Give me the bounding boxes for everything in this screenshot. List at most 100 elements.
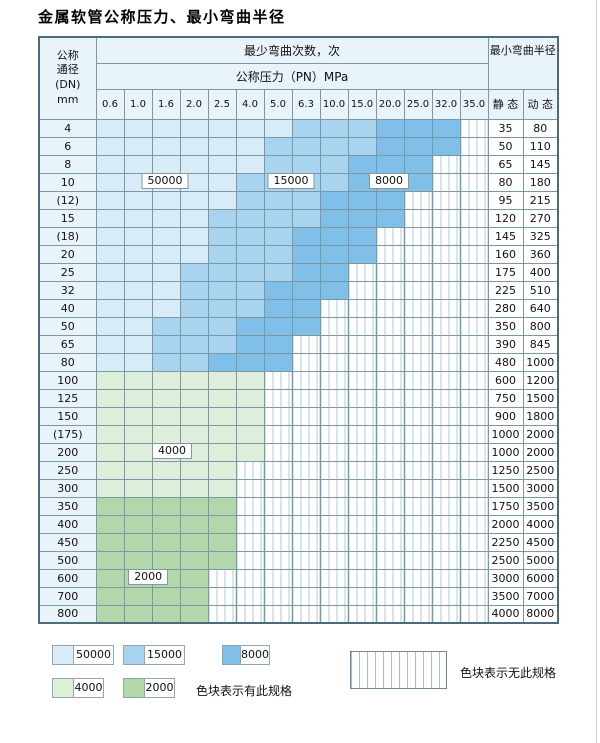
- no-spec-cell: [431, 550, 461, 570]
- no-spec-cell: [403, 262, 433, 282]
- legend-color-swatch: [124, 646, 145, 664]
- static-radius-cell: 2250: [487, 532, 524, 552]
- no-spec-cell: [431, 244, 461, 264]
- cycle-cell: [319, 118, 349, 138]
- no-spec-cell: [347, 568, 377, 588]
- dn-cell: 10: [38, 172, 97, 192]
- static-radius-cell: 2000: [487, 514, 524, 534]
- dn-cell: 20: [38, 244, 97, 264]
- static-col-header: 静 态: [487, 88, 524, 120]
- dn-cell: 800: [38, 604, 97, 624]
- cycle-cell: [179, 604, 209, 624]
- no-spec-cell: [375, 514, 405, 534]
- no-spec-cell: [375, 478, 405, 498]
- cycle-cell: [151, 586, 181, 606]
- no-spec-cell: [459, 190, 489, 210]
- no-spec-cell: [431, 460, 461, 480]
- no-spec-cell: [431, 424, 461, 444]
- cycle-cell: [235, 316, 265, 336]
- no-spec-cell: [431, 478, 461, 498]
- dynamic-radius-cell: 8000: [522, 604, 559, 624]
- no-spec-cell: [207, 568, 237, 588]
- no-spec-cell: [459, 280, 489, 300]
- cycle-cell: [123, 244, 153, 264]
- dynamic-radius-cell: 800: [522, 316, 559, 336]
- table-row: (18) 145 325: [38, 226, 559, 246]
- dynamic-radius-cell: 360: [522, 244, 559, 264]
- cycle-cell: [95, 424, 125, 444]
- cycle-cell: [123, 442, 153, 462]
- no-spec-cell: [291, 370, 321, 390]
- no-spec-cell: [347, 586, 377, 606]
- dynamic-radius-cell: 4000: [522, 514, 559, 534]
- static-radius-cell: 1750: [487, 496, 524, 516]
- static-radius-cell: 280: [487, 298, 524, 318]
- dn-cell: 500: [38, 550, 97, 570]
- cycle-cell: [291, 244, 321, 264]
- cycle-cell: [235, 298, 265, 318]
- table-row: 40 280 640: [38, 298, 559, 318]
- cycle-cell: [207, 442, 237, 462]
- dynamic-radius-cell: 1800: [522, 406, 559, 426]
- no-spec-cell: [375, 244, 405, 264]
- cycle-cell: [151, 334, 181, 354]
- cycle-cell: [235, 154, 265, 174]
- cycle-cell: [179, 406, 209, 426]
- cycle-cell: [95, 460, 125, 480]
- no-spec-cell: [347, 496, 377, 516]
- cycle-cell: [151, 298, 181, 318]
- dynamic-radius-cell: 6000: [522, 568, 559, 588]
- dynamic-radius-cell: 2000: [522, 442, 559, 462]
- cycle-cell: [123, 190, 153, 210]
- cycle-cell: [123, 208, 153, 228]
- pressure-col-header: 15.0: [347, 88, 377, 120]
- cycle-cell: [179, 154, 209, 174]
- no-spec-cell: [403, 514, 433, 534]
- cycle-cell: [151, 352, 181, 372]
- no-spec-cell: [347, 514, 377, 534]
- cycle-cell: [375, 136, 405, 156]
- no-spec-cell: [263, 370, 293, 390]
- no-spec-cell: [375, 604, 405, 624]
- cycle-cell: [123, 262, 153, 282]
- cycle-cell: [347, 136, 377, 156]
- table-row: 20 160 360: [38, 244, 559, 264]
- no-spec-cell: [459, 478, 489, 498]
- cycle-cell: [263, 226, 293, 246]
- no-spec-cell: [459, 154, 489, 174]
- no-spec-cell: [459, 316, 489, 336]
- legend-color-swatch: [124, 679, 145, 697]
- dynamic-radius-cell: 7000: [522, 586, 559, 606]
- cycle-cell: [151, 532, 181, 552]
- no-spec-cell: [375, 298, 405, 318]
- cycle-cell: [235, 334, 265, 354]
- no-spec-cell: [459, 172, 489, 192]
- dynamic-radius-cell: 2000: [522, 424, 559, 444]
- cycle-cell: [319, 226, 349, 246]
- cycle-cell: [403, 136, 433, 156]
- no-spec-cell: [431, 352, 461, 372]
- no-spec-cell: [347, 334, 377, 354]
- dynamic-radius-cell: 510: [522, 280, 559, 300]
- no-spec-cell: [319, 424, 349, 444]
- cycle-cell: [179, 370, 209, 390]
- no-spec-cell: [263, 478, 293, 498]
- cycle-cell: [123, 316, 153, 336]
- cycle-cell: [347, 226, 377, 246]
- cycle-cell: [403, 154, 433, 174]
- cycle-cell: [291, 118, 321, 138]
- no-spec-cell: [459, 604, 489, 624]
- dynamic-col-header: 动 态: [522, 88, 559, 120]
- cycle-cell: [291, 154, 321, 174]
- no-spec-cell: [431, 262, 461, 282]
- no-spec-cell: [459, 352, 489, 372]
- cycle-cell: [207, 334, 237, 354]
- dn-header: 公称 通径 (DN) mm: [38, 36, 97, 120]
- cycle-cell: [291, 280, 321, 300]
- no-spec-cell: [235, 550, 265, 570]
- cycle-cell: [235, 370, 265, 390]
- no-spec-cell: [459, 208, 489, 228]
- no-spec-cell: [263, 496, 293, 516]
- cycle-cell: [235, 442, 265, 462]
